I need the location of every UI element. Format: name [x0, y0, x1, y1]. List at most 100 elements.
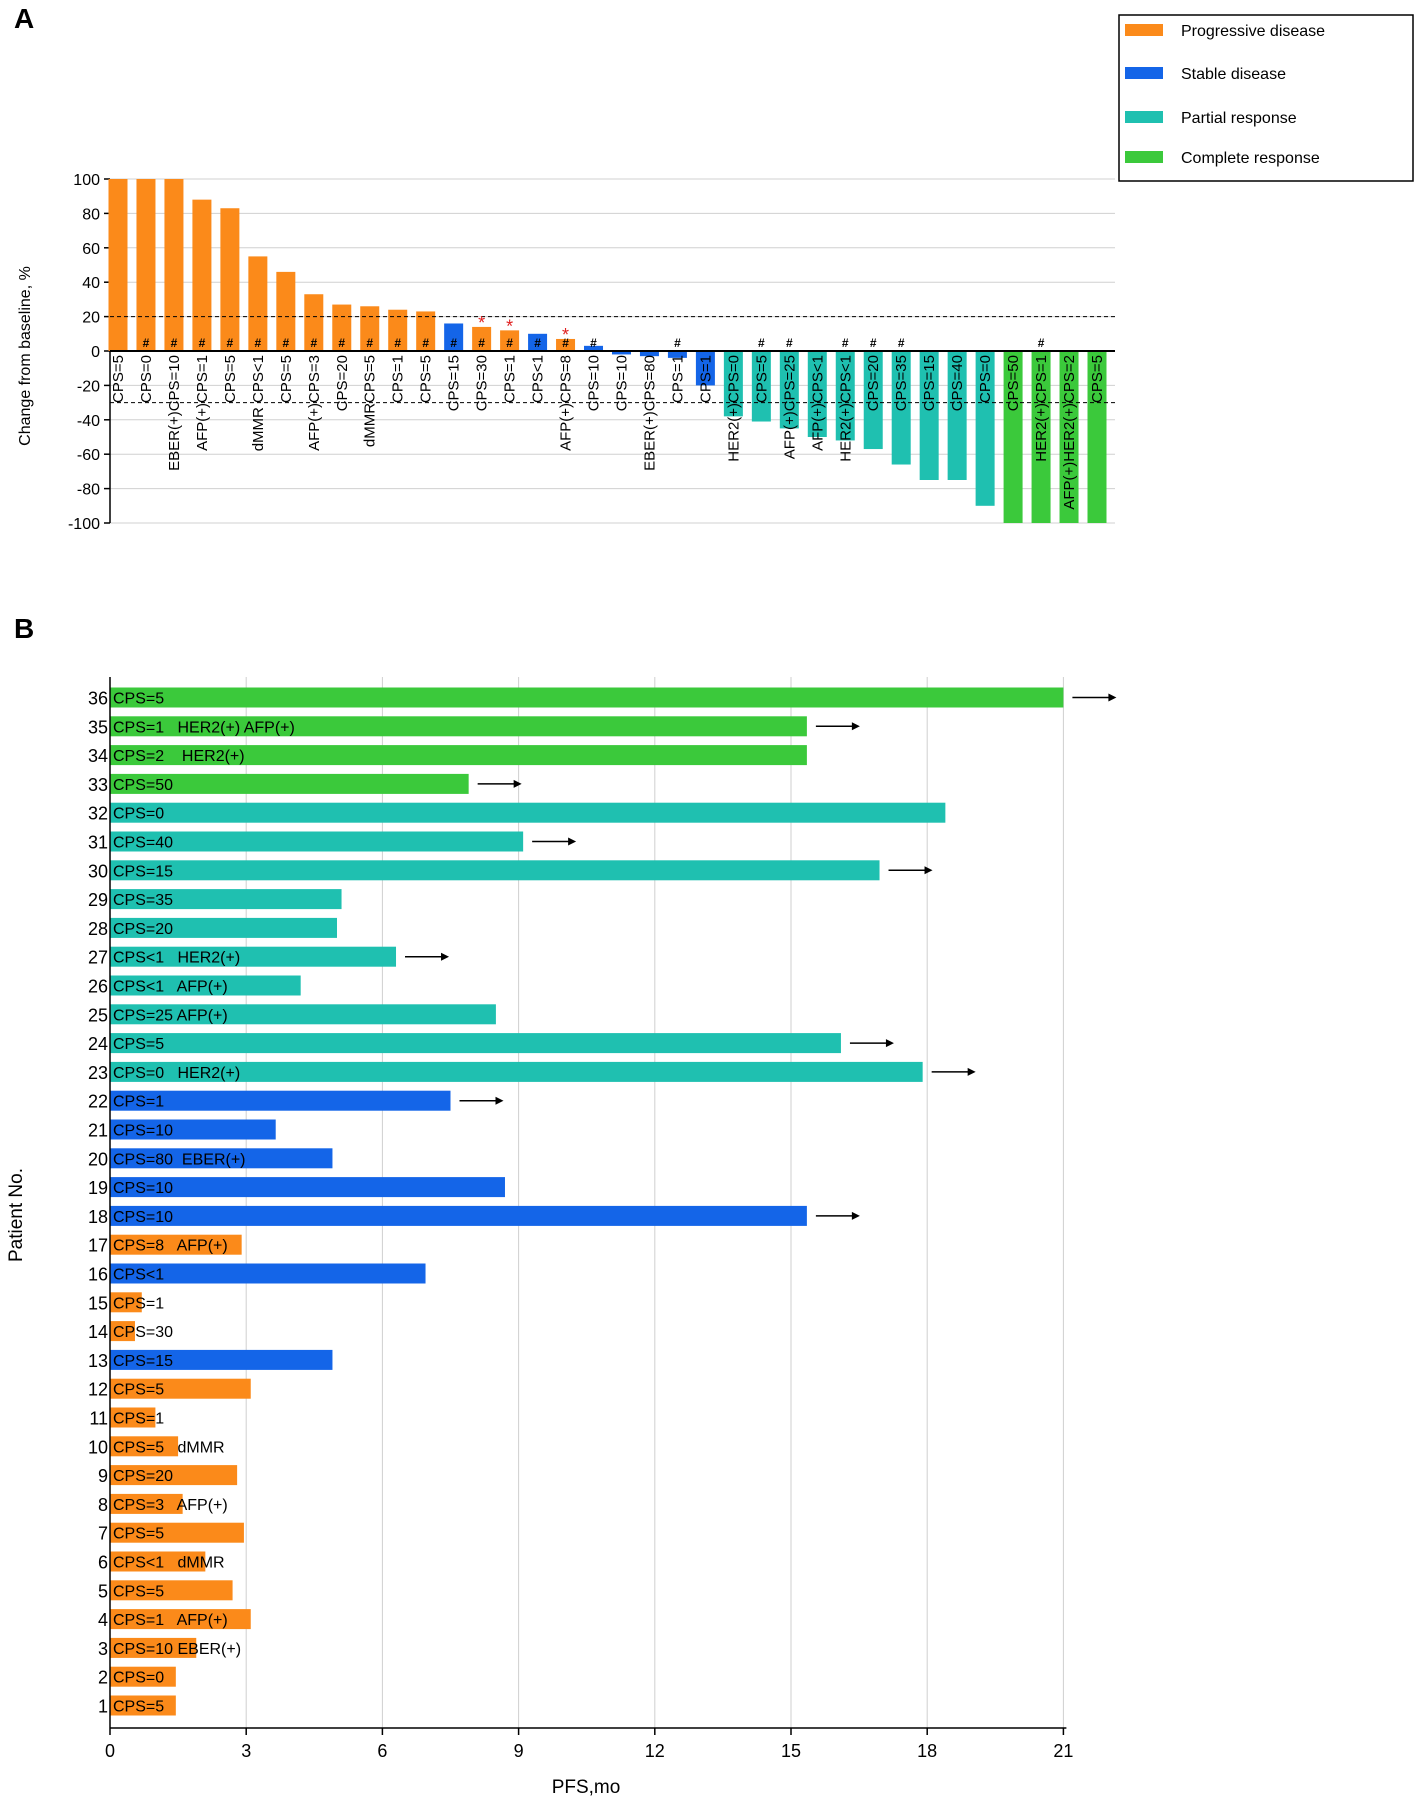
pfs-bar — [110, 1609, 251, 1630]
waterfall-bar — [360, 306, 380, 351]
waterfall-hash-marker: # — [394, 336, 401, 350]
pfs-bar-label: CPS=8 AFP(+) — [113, 1238, 228, 1255]
waterfall-bar — [416, 311, 436, 351]
pfs-x-tick-label: 12 — [645, 1741, 665, 1761]
patient-number: 21 — [88, 1121, 108, 1141]
waterfall-bar — [388, 309, 408, 351]
waterfall-y-tick-label: -20 — [77, 378, 100, 395]
pfs-bar — [110, 773, 469, 794]
waterfall-bar — [136, 179, 156, 351]
patient-number: 8 — [98, 1495, 108, 1515]
pfs-bar — [110, 975, 301, 996]
waterfall-bar — [667, 351, 687, 358]
patient-number: 3 — [98, 1639, 108, 1659]
legend-label: Complete response — [1181, 150, 1320, 167]
legend-swatch — [1125, 67, 1163, 79]
pfs-bar-label: CPS=5 — [113, 1382, 164, 1399]
pfs-bar-label: CPS=5 — [113, 691, 164, 708]
waterfall-y-tick-label: -60 — [77, 447, 100, 464]
waterfall-bar-label: AFP(+)CPS=8 — [558, 355, 575, 451]
pfs-bar — [110, 1465, 238, 1486]
patient-number: 4 — [98, 1610, 108, 1630]
ongoing-arrowhead — [924, 866, 933, 875]
legend-box — [1118, 14, 1414, 182]
waterfall-bar — [500, 330, 520, 351]
pfs-bar — [110, 860, 880, 881]
waterfall-hash-marker: # — [590, 336, 597, 350]
waterfall-bar-label: AFP(+)CPS=3 — [306, 355, 323, 451]
pfs-bar — [110, 1090, 451, 1111]
waterfall-bar — [1003, 351, 1023, 523]
pfs-bar-label: CPS<1 dMMR — [113, 1555, 225, 1572]
pfs-bar — [110, 1551, 206, 1572]
waterfall-hash-marker: # — [842, 336, 849, 350]
patient-number: 9 — [98, 1466, 108, 1486]
waterfall-bar — [891, 351, 911, 465]
waterfall-bar-label: CPS=10 — [586, 355, 603, 411]
pfs-bar-label: CPS=1 HER2(+) AFP(+) — [113, 719, 295, 736]
waterfall-bar-label: CPS=15 — [446, 355, 463, 411]
patient-number: 5 — [98, 1581, 108, 1601]
waterfall-bar — [220, 208, 240, 351]
waterfall-y-tick-label: -40 — [77, 413, 100, 430]
waterfall-bar — [276, 271, 296, 351]
pfs-bar-label: CPS=30 — [113, 1324, 173, 1341]
ongoing-arrowhead — [568, 837, 577, 846]
waterfall-bar-label: AFP(+)CPS<1 — [809, 355, 826, 451]
waterfall-bar — [1059, 351, 1079, 523]
pfs-bar-label: CPS=80 EBER(+) — [113, 1151, 246, 1168]
patient-number: 24 — [88, 1034, 108, 1054]
pfs-bar-label: CPS=1 AFP(+) — [113, 1612, 228, 1629]
waterfall-hash-marker: # — [898, 336, 905, 350]
pfs-bar-label: CPS=5 — [113, 1699, 164, 1716]
pfs-x-tick-label: 9 — [514, 1741, 524, 1761]
ongoing-arrowhead — [967, 1067, 976, 1076]
ongoing-arrowhead — [441, 952, 450, 961]
pfs-bars: CPS=5 CPS=1 HER2(+) AFP(+) CPS=2 HER2(+) CP… — [110, 687, 1117, 1716]
pfs-bar-label: CPS=2 HER2(+) — [113, 748, 245, 765]
patient-number: 27 — [88, 948, 108, 968]
pfs-bar-label: CPS=15 — [113, 863, 173, 880]
waterfall-hash-marker: # — [227, 336, 234, 350]
pfs-bar-label: CPS=1 — [113, 1411, 164, 1428]
pfs-bar-label: CPS=5 — [113, 1036, 164, 1053]
patient-number: 7 — [98, 1524, 108, 1544]
waterfall-hash-marker: # — [199, 336, 206, 350]
patient-number: 26 — [88, 977, 108, 997]
legend-swatch — [1125, 24, 1163, 36]
pfs-axis: 3635343332313029282726252423222120191817… — [88, 677, 1073, 1761]
waterfall-bar-label: AFP(+)CPS=1 — [194, 355, 211, 451]
waterfall-bar — [751, 351, 771, 422]
patient-number: 23 — [88, 1063, 108, 1083]
waterfall-bar — [444, 323, 464, 351]
waterfall-hash-marker: # — [562, 336, 569, 350]
legend: Progressive disease Stable disease Partial… — [1118, 14, 1414, 182]
pfs-bar — [110, 802, 946, 823]
waterfall-bar-label: HER2(+)CPS<1 — [837, 355, 854, 462]
pfs-bar — [110, 1637, 197, 1658]
pfs-x-tick-label: 3 — [241, 1741, 251, 1761]
waterfall-bar-label: HER2(+)CPS=0 — [725, 355, 742, 462]
patient-number: 25 — [88, 1005, 108, 1025]
waterfall-bar-label: CPS=5 — [418, 355, 435, 403]
waterfall-hash-marker: # — [478, 336, 485, 350]
patient-number: 20 — [88, 1149, 108, 1169]
waterfall-bar-label: CPS=20 — [334, 355, 351, 411]
waterfall-y-tick-label: 80 — [82, 206, 100, 223]
waterfall-bar — [304, 294, 324, 351]
waterfall-hash-marker: # — [450, 336, 457, 350]
waterfall-bar — [695, 351, 715, 386]
pfs-bar-label: CPS=15 — [113, 1353, 173, 1370]
pfs-bar — [110, 1033, 841, 1054]
waterfall-bars: CPS=5 CPS=0 # EBER(+)CPS=10 # AFP(+)CPS=1 # CPS… — [108, 179, 1115, 523]
waterfall-star-marker: * — [562, 325, 569, 345]
pfs-bar — [110, 1061, 923, 1082]
pfs-bar-label: CPS<1 AFP(+) — [113, 979, 228, 996]
waterfall-bar-label: CPS=0 — [138, 355, 155, 403]
waterfall-hash-marker: # — [674, 336, 681, 350]
waterfall-bar — [723, 351, 743, 417]
pfs-bar — [110, 1292, 142, 1313]
panel-b-label: B — [14, 613, 34, 644]
waterfall-bar — [611, 351, 631, 355]
pfs-bar — [110, 716, 807, 737]
